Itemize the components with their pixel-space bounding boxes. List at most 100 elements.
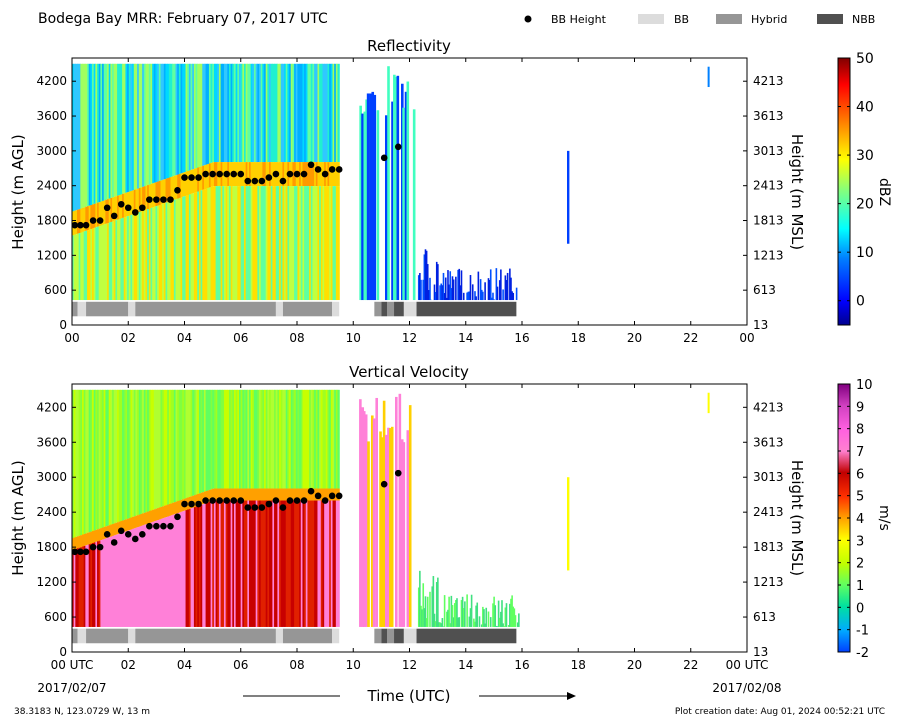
reflectivity-cell	[98, 63, 101, 203]
reflectivity-cell	[327, 186, 330, 301]
velocity-cell	[260, 389, 263, 489]
reflectivity-cell	[317, 186, 320, 301]
reflectivity-bright-band-cell	[153, 182, 157, 207]
velocity-cell	[502, 623, 504, 627]
reflectivity-cell	[205, 188, 208, 301]
reflectivity-cell	[420, 279, 422, 301]
y-tick-label: 3000	[36, 144, 67, 158]
reflectivity-colorbar	[837, 57, 851, 326]
reflectivity-cell	[247, 186, 250, 301]
reflectivity-cell	[82, 63, 85, 208]
velocity-cell	[142, 389, 145, 514]
reflectivity-bright-band-cell	[123, 193, 127, 218]
reflectivity-cell	[279, 186, 282, 301]
reflectivity-cell	[153, 63, 157, 183]
reflectivity-bright-band-cell	[125, 192, 128, 217]
reflectivity-bright-band-cell	[150, 183, 153, 208]
velocity-cell	[80, 389, 83, 536]
reflectivity-cell	[128, 215, 132, 301]
velocity-cell	[88, 389, 91, 533]
reflectivity-cell	[87, 230, 90, 301]
velocity-cell	[275, 500, 279, 627]
reflectivity-cell	[173, 63, 177, 176]
bb-type-segment	[403, 628, 417, 644]
reflectivity-bright-band-cell	[92, 204, 95, 229]
velocity-cell	[148, 389, 152, 511]
reflectivity-cell	[75, 63, 78, 211]
reflectivity-cell	[175, 63, 178, 176]
velocity-transition-cell	[244, 488, 247, 501]
reflectivity-bright-band-cell	[330, 162, 334, 187]
velocity-cell	[173, 389, 177, 503]
reflectivity-cell	[122, 217, 125, 301]
velocity-cell	[137, 389, 140, 516]
reflectivity-cell	[309, 63, 312, 163]
velocity-cell	[135, 527, 138, 627]
velocity-cell	[362, 411, 366, 627]
reflectivity-cell	[162, 203, 165, 301]
velocity-cell	[237, 500, 240, 627]
velocity-cell	[180, 389, 183, 500]
velocity-cell	[100, 540, 103, 627]
reflectivity-cell	[180, 63, 183, 174]
bb-height-point	[110, 539, 118, 546]
reflectivity-cell	[72, 235, 75, 301]
x-tick-label: 20	[627, 331, 642, 345]
velocity-transition-cell	[247, 488, 250, 501]
reflectivity-cell	[108, 63, 112, 199]
velocity-transition-cell	[267, 488, 270, 501]
y-tick-label: 2400	[36, 505, 67, 519]
velocity-cell	[182, 389, 185, 500]
velocity-cell	[223, 389, 227, 489]
bb-type-segment	[394, 301, 404, 317]
velocity-cell	[207, 389, 210, 491]
velocity-cell	[163, 517, 167, 627]
velocity-cell	[438, 622, 440, 627]
reflectivity-cell	[498, 280, 501, 301]
velocity-cell	[294, 500, 297, 627]
reflectivity-bright-band-cell	[128, 191, 132, 216]
y-tick-label: 1800	[36, 540, 67, 554]
reflectivity-bright-band-cell	[77, 209, 80, 234]
reflectivity-cell	[108, 222, 112, 301]
reflectivity-cell	[314, 63, 317, 163]
y-tick-label-right: 4213	[753, 400, 784, 414]
velocity-cell	[235, 500, 238, 627]
reflectivity-bright-band-cell	[245, 162, 248, 187]
velocity-transition-cell	[132, 516, 135, 529]
bb-height-point	[117, 200, 125, 208]
y-tick-label-right: 3613	[753, 435, 784, 449]
reflectivity-cell	[468, 291, 471, 301]
velocity-cell	[168, 515, 172, 627]
colorbar-tick-label: 0	[856, 601, 864, 616]
reflectivity-cell	[158, 63, 162, 181]
reflectivity-cell	[452, 279, 455, 301]
velocity-cell	[330, 500, 334, 627]
reflectivity-cell	[165, 202, 168, 301]
bb-height-point	[251, 177, 259, 185]
velocity-cell	[284, 389, 287, 489]
bb-height-point	[110, 212, 118, 220]
velocity-cell	[147, 389, 150, 512]
velocity-transition-cell	[240, 488, 243, 501]
reflectivity-cell	[363, 111, 367, 301]
bb-type-segment	[387, 628, 395, 644]
reflectivity-cell	[100, 63, 103, 202]
reflectivity-bright-band-cell	[112, 197, 115, 222]
velocity-cell	[195, 506, 198, 627]
reflectivity-cell	[142, 63, 145, 187]
velocity-transition-cell	[150, 510, 153, 523]
velocity-cell	[167, 516, 170, 627]
colorbar-tick-label: 7	[856, 445, 864, 460]
reflectivity-cell	[300, 186, 304, 301]
reflectivity-cell	[92, 228, 95, 301]
velocity-cell	[319, 389, 322, 489]
velocity-cell	[500, 611, 502, 627]
velocity-ylabel: Height (m AGL)	[9, 460, 27, 575]
velocity-cell	[372, 418, 376, 627]
reflectivity-cell	[178, 197, 182, 301]
reflectivity-cell	[322, 63, 325, 163]
velocity-transition-cell	[265, 488, 268, 501]
reflectivity-cell	[337, 63, 340, 163]
